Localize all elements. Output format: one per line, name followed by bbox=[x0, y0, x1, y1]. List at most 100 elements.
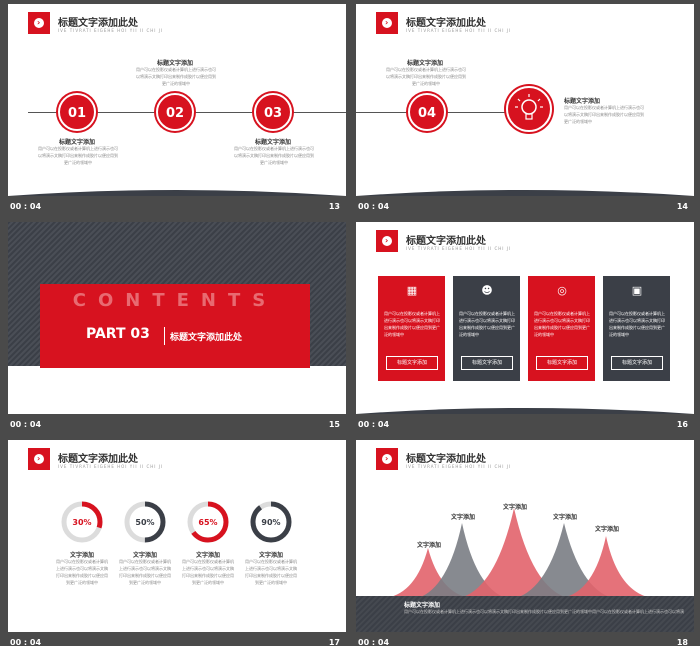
slide-canvas: › 标题文字添加此处 IVE TIVRATI EIGEHE HOI YII II… bbox=[8, 440, 346, 632]
slide-subtitle: IVE TIVRATI EIGEHE HOI YII II CHI JI bbox=[406, 246, 512, 251]
bottom-wave bbox=[8, 190, 346, 196]
donut-label-1: 30% bbox=[72, 518, 91, 527]
step-title: 标题文字添加 bbox=[254, 139, 291, 146]
step-title: 标题文字添加 bbox=[406, 60, 443, 67]
slide-title: 标题文字添加此处 bbox=[58, 454, 138, 465]
part-label: PART 03 bbox=[86, 326, 150, 342]
donut-text: 用户可以在投影仪或者计算机上进行演示也可以将演示文稿打印出来制作成胶片以便应用到… bbox=[182, 559, 234, 585]
card-text: 用户可以在投影仪或者计算机上进行演示也可以将演示文稿打印出来制作成胶片以便应用到… bbox=[384, 311, 440, 337]
peaks-graphic bbox=[386, 508, 652, 598]
step-circle-04: 04 bbox=[408, 93, 446, 131]
card-button[interactable]: 标题文字添加 bbox=[386, 356, 438, 370]
slide-meta: 00 : 04 16 bbox=[356, 418, 694, 432]
feature-card-1: ▦ 用户可以在投影仪或者计算机上进行演示也可以将演示文稿打印出来制作成胶片以便应… bbox=[378, 276, 445, 381]
slide-subtitle: IVE TIVRATI EIGEHE HOI YII II CHI JI bbox=[406, 464, 512, 469]
donut-title: 文字添加 bbox=[258, 552, 283, 559]
donut-text: 用户可以在投影仪或者计算机上进行演示也可以将演示文稿打印出来制作成胶片以便应用到… bbox=[119, 559, 171, 585]
peak-5 bbox=[562, 536, 652, 598]
slide-thumbnail-14[interactable]: › 标题文字添加此处 IVE TIVRATI EIGEHE HOI YII II… bbox=[356, 4, 694, 218]
contents-word: CONTENTS bbox=[72, 290, 278, 311]
feature-card-3: ◎ 用户可以在投影仪或者计算机上进行演示也可以将演示文稿打印出来制作成胶片以便应… bbox=[528, 276, 595, 381]
step-text: 用户可以在投影仪或者计算机上进行演示也可以将演示文稿打印出来制作成胶片以便应用到… bbox=[386, 67, 466, 86]
step-text: 用户可以在投影仪或者计算机上进行演示也可以将演示文稿打印出来制作成胶片以便应用到… bbox=[234, 146, 314, 165]
donut-text: 用户可以在投影仪或者计算机上进行演示也可以将演示文稿打印出来制作成胶片以便应用到… bbox=[245, 559, 297, 585]
slide-subtitle: IVE TIVRATI EIGEHE HOI YII II CHI JI bbox=[58, 464, 164, 469]
card-text: 用户可以在投影仪或者计算机上进行演示也可以将演示文稿打印出来制作成胶片以便应用到… bbox=[459, 311, 515, 337]
donut-label-2: 50% bbox=[135, 518, 154, 527]
footer-title: 标题文字添加 bbox=[404, 602, 441, 609]
donut-text: 用户可以在投影仪或者计算机上进行演示也可以将演示文稿打印出来制作成胶片以便应用到… bbox=[56, 559, 108, 585]
slide-number: 13 bbox=[328, 202, 340, 211]
step-text: 用户可以在投影仪或者计算机上进行演示也可以将演示文稿打印出来制作成胶片以便应用到… bbox=[38, 146, 118, 165]
slide-subtitle: IVE TIVRATI EIGEHE HOI YII II CHI JI bbox=[406, 28, 512, 33]
footer-text: 用户可以在投影仪或者计算机上进行演示也可以将演示文稿打印出来制作成胶片以便应用到… bbox=[404, 609, 684, 614]
slide-thumbnail-16[interactable]: › 标题文字添加此处 IVE TIVRATI EIGEHE HOI YII II… bbox=[356, 222, 694, 436]
step-title: 标题文字添加 bbox=[156, 60, 193, 67]
slide-canvas: › 标题文字添加此处 IVE TIVRATI EIGEHE HOI YII II… bbox=[8, 4, 346, 196]
timing-label: 00 : 04 bbox=[10, 202, 42, 211]
peak-1 bbox=[386, 548, 470, 598]
timing-label: 00 : 04 bbox=[10, 638, 42, 646]
timing-label: 00 : 04 bbox=[358, 638, 390, 646]
donut-arc-4 bbox=[250, 501, 292, 543]
card-text: 用户可以在投影仪或者计算机上进行演示也可以将演示文稿打印出来制作成胶片以便应用到… bbox=[609, 311, 665, 337]
slide-title: 标题文字添加此处 bbox=[406, 236, 486, 247]
donut-charts: 30% 50% 65% 90% bbox=[61, 501, 292, 543]
slide-number: 14 bbox=[676, 202, 688, 211]
donut-arc-3 bbox=[187, 501, 229, 543]
donut-title: 文字添加 bbox=[195, 552, 220, 559]
donut-title: 文字添加 bbox=[132, 552, 157, 559]
lightbulb-icon bbox=[515, 94, 543, 120]
donut-arc-2 bbox=[124, 501, 166, 543]
card-button[interactable]: 标题文字添加 bbox=[461, 356, 513, 370]
arrow-icon: › bbox=[376, 448, 398, 470]
slide-canvas: › 标题文字添加此处 IVE TIVRATI EIGEHE HOI YII II… bbox=[356, 440, 694, 632]
feature-card-2: ☻ 用户可以在投影仪或者计算机上进行演示也可以将演示文稿打印出来制作成胶片以便应… bbox=[453, 276, 520, 381]
donut-label-3: 65% bbox=[198, 518, 217, 527]
slide-thumbnail-18[interactable]: › 标题文字添加此处 IVE TIVRATI EIGEHE HOI YII II… bbox=[356, 440, 694, 646]
slide-meta: 00 : 04 15 bbox=[8, 418, 346, 432]
monitor-icon: ▣ bbox=[631, 284, 643, 297]
slide-thumbnail-17[interactable]: › 标题文字添加此处 IVE TIVRATI EIGEHE HOI YII II… bbox=[8, 440, 346, 646]
feature-card-4: ▣ 用户可以在投影仪或者计算机上进行演示也可以将演示文稿打印出来制作成胶片以便应… bbox=[603, 276, 670, 381]
card-text: 用户可以在投影仪或者计算机上进行演示也可以将演示文稿打印出来制作成胶片以便应用到… bbox=[534, 311, 590, 337]
peak-4 bbox=[516, 523, 612, 598]
timing-label: 00 : 04 bbox=[10, 420, 42, 429]
arrow-icon: › bbox=[376, 230, 398, 252]
slide-meta: 00 : 04 17 bbox=[8, 636, 346, 646]
slide-number: 16 bbox=[676, 420, 688, 429]
slide-title: 标题文字添加此处 bbox=[58, 18, 138, 29]
donut-title: 文字添加 bbox=[69, 552, 94, 559]
slide-title: 标题文字添加此处 bbox=[406, 18, 486, 29]
white-band bbox=[8, 366, 346, 414]
bottom-wave bbox=[356, 408, 694, 414]
step-circle-02: 02 bbox=[156, 93, 194, 131]
slide-canvas: › 标题文字添加此处 IVE TIVRATI EIGEHE HOI YII II… bbox=[356, 4, 694, 196]
step-title: 标题文字添加 bbox=[58, 139, 95, 146]
arrow-icon: › bbox=[28, 448, 50, 470]
card-button[interactable]: 标题文字添加 bbox=[536, 356, 588, 370]
timing-label: 00 : 04 bbox=[358, 420, 390, 429]
step-text: 用户可以在投影仪或者计算机上进行演示也可以将演示文稿打印出来制作成胶片以便应用到… bbox=[136, 67, 216, 86]
timing-label: 00 : 04 bbox=[358, 202, 390, 211]
arrow-icon: › bbox=[28, 12, 50, 34]
donut-label-4: 90% bbox=[261, 518, 280, 527]
part-divider bbox=[164, 327, 165, 345]
puzzle-icon: ▦ bbox=[406, 284, 418, 297]
peak-label-3: 文字添加 bbox=[502, 504, 527, 511]
head-gear-icon: ☻ bbox=[481, 284, 493, 297]
slide-number: 15 bbox=[328, 420, 340, 429]
step-circle-01: 01 bbox=[58, 93, 96, 131]
slide-thumbnail-15[interactable]: CONTENTS PART 03 标题文字添加此处 00 : 04 15 bbox=[8, 222, 346, 436]
peak-label-2: 文字添加 bbox=[450, 514, 475, 521]
card-button[interactable]: 标题文字添加 bbox=[611, 356, 663, 370]
target-icon: ◎ bbox=[557, 284, 567, 297]
slide-number: 18 bbox=[676, 638, 688, 646]
peak-2 bbox=[418, 523, 506, 598]
footer-band: 标题文字添加 用户可以在投影仪或者计算机上进行演示也可以将演示文稿打印出来制作成… bbox=[356, 596, 694, 632]
slide-number: 17 bbox=[328, 638, 340, 646]
slide-thumbnail-13[interactable]: › 标题文字添加此处 IVE TIVRATI EIGEHE HOI YII II… bbox=[8, 4, 346, 218]
step-circle-03: 03 bbox=[254, 93, 292, 131]
slide-meta: 00 : 04 18 bbox=[356, 636, 694, 646]
peak-3 bbox=[460, 508, 568, 598]
